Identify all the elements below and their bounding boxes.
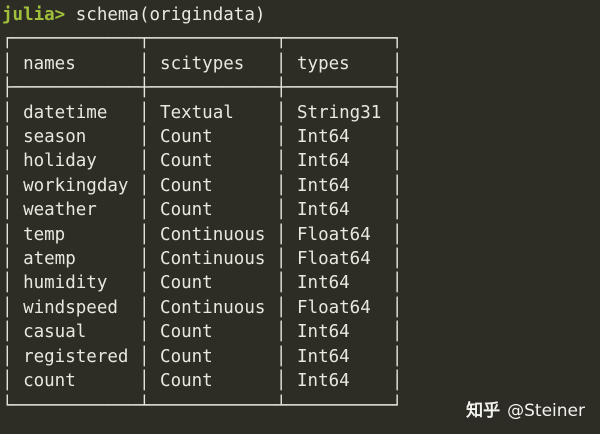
command-text: schema(origindata) bbox=[75, 5, 266, 25]
zhihu-watermark: 知乎 @Steiner bbox=[466, 396, 585, 421]
julia-prompt: julia> bbox=[2, 5, 66, 25]
watermark-username: @Steiner bbox=[507, 401, 585, 421]
terminal[interactable]: julia> schema(origindata) ┌────────────┬─… bbox=[0, 0, 600, 418]
zhihu-logo-text: 知乎 bbox=[466, 401, 501, 421]
schema-table: ┌────────────┬────────────┬──────────┐ │… bbox=[2, 29, 403, 416]
